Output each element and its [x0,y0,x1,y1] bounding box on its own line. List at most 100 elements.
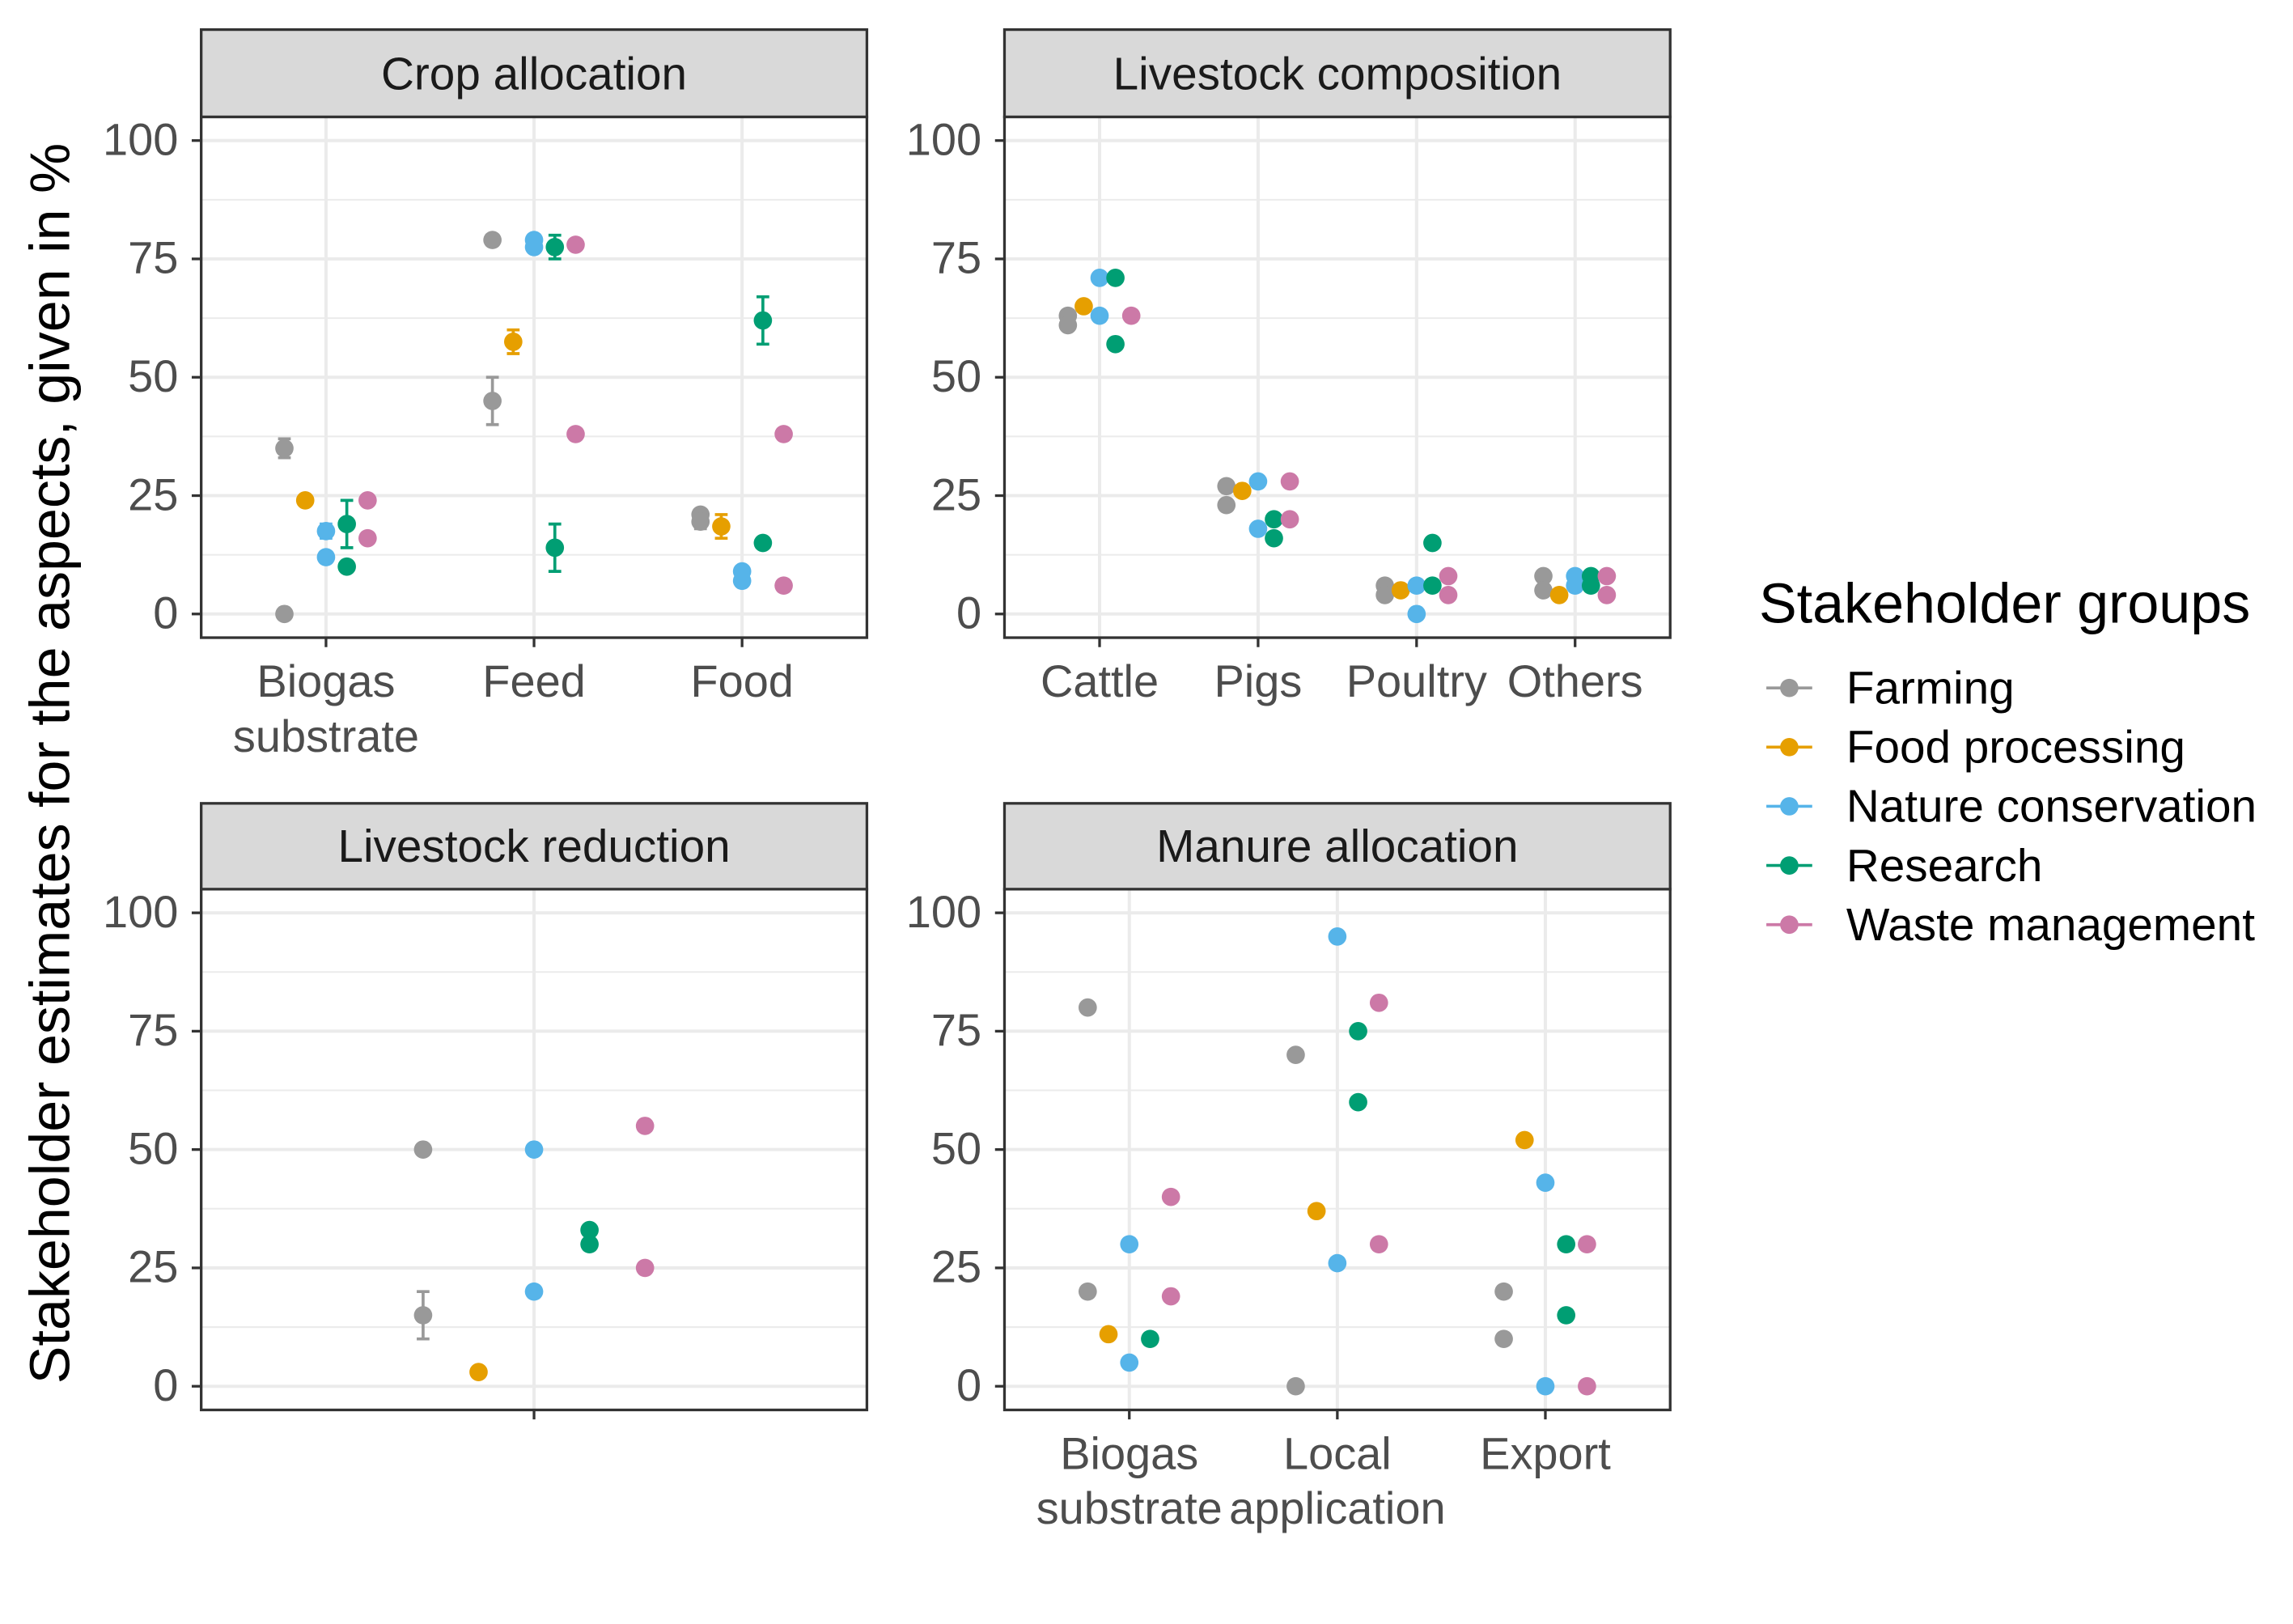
data-point [1494,1282,1513,1301]
legend-label: Waste management [1846,898,2255,951]
legend-key-point [1780,737,1799,757]
y-tick-label: 0 [153,1360,179,1411]
data-point [1369,993,1388,1012]
y-tick-label: 50 [930,1124,982,1175]
y-tick-label: 75 [930,233,982,284]
data-point [774,576,793,596]
strip-background [1002,28,1672,119]
data-point [545,238,565,257]
data-point [524,1282,544,1301]
data-point [1161,1187,1180,1206]
data-point [1286,1376,1305,1396]
legend-key-point [1780,915,1799,935]
data-point [1248,472,1268,491]
data-point [1265,528,1283,548]
data-point [275,604,294,624]
x-tick-label: Biogas substrate [1036,1428,1223,1534]
data-point [504,333,523,351]
y-tick-label: 0 [956,588,982,639]
data-point [580,1235,599,1254]
data-point [1578,1376,1596,1396]
data-point [1265,510,1283,529]
y-tick-label: 50 [930,351,982,402]
strip-background [1002,802,1672,891]
x-tick-label: Biogas substrate [232,655,419,761]
y-tick-label: 75 [128,233,179,284]
x-tick-label: Poultry [1346,655,1487,707]
strip-title: Manure allocation [1156,820,1519,872]
legend-label: Farming [1846,662,2015,714]
data-point [753,533,773,553]
y-tick-label: 75 [128,1005,179,1056]
y-tick-label: 75 [930,1005,982,1056]
data-point [1407,604,1426,624]
data-point [1217,477,1236,496]
data-point [566,235,585,254]
data-point [545,538,565,558]
data-point [753,311,773,330]
x-tick-label: Local application [1229,1428,1446,1534]
strip-title: Livestock composition [1113,47,1562,100]
data-point [316,548,336,566]
data-point [358,528,377,548]
data-point [1121,306,1141,325]
x-tick-label: Export [1480,1428,1611,1479]
data-point [1090,269,1109,287]
strip-title: Livestock reduction [337,820,731,872]
legend-label: Nature conservation [1846,780,2257,833]
data-point [524,238,544,257]
data-point [1078,998,1097,1017]
y-tick-label: 50 [128,351,179,402]
data-point [732,571,752,591]
data-point [1307,1202,1326,1221]
data-point [275,439,294,458]
data-point [295,491,315,510]
data-point [1391,581,1410,600]
data-point [1549,586,1569,604]
data-point [337,557,356,576]
y-axis-title: Stakeholder estimates for the aspects, g… [19,142,83,1384]
legend-key-point [1780,797,1799,816]
strip-title: Crop allocation [380,47,688,100]
data-point [1515,1130,1534,1150]
data-point [1536,1376,1555,1396]
data-point [1286,1045,1305,1064]
data-point [1439,586,1458,604]
data-point [1597,566,1617,586]
data-point [1328,927,1347,946]
data-point [1248,519,1268,538]
data-point [1375,586,1394,604]
data-point [691,512,710,532]
data-point [1407,576,1426,596]
x-tick-label: Others [1507,655,1643,707]
y-tick-label: 25 [128,1242,179,1293]
y-tick-label: 0 [956,1360,982,1411]
data-point [1120,1235,1139,1254]
x-tick-label: Food [690,655,794,707]
data-point [1534,566,1553,586]
data-point [483,231,502,249]
data-point [1074,297,1093,316]
data-point [1280,472,1299,491]
legend-key-point [1780,678,1799,698]
data-point [1349,1022,1367,1041]
legend-label: Research [1846,839,2043,892]
x-tick-label: Pigs [1214,655,1303,707]
data-point [1423,533,1442,553]
legend-label: Food processing [1846,721,2185,774]
data-point [1078,1282,1097,1301]
data-point [774,425,793,443]
data-point [1578,1235,1596,1254]
y-tick-label: 100 [905,115,982,166]
y-tick-label: 100 [102,887,179,938]
data-point [712,517,731,536]
y-tick-label: 100 [102,115,179,166]
data-point [358,491,377,510]
data-point [1369,1235,1388,1254]
data-point [413,1306,433,1325]
data-point [1280,510,1299,529]
data-point [1581,576,1600,596]
data-point [413,1140,433,1159]
data-point [1106,334,1125,354]
